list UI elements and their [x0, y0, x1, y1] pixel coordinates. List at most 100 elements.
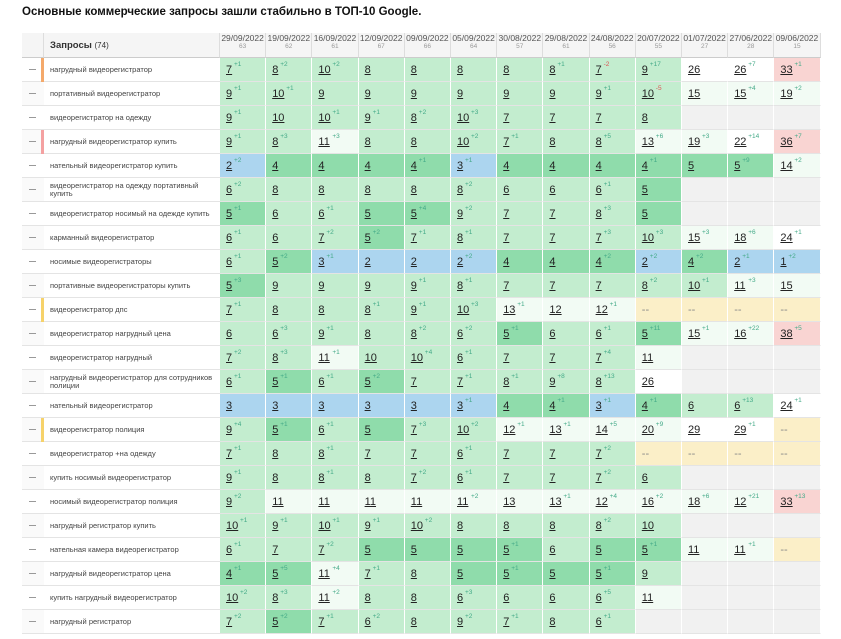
position-value[interactable]: 8 [272, 352, 279, 364]
position-value[interactable]: 8 [272, 304, 279, 316]
position-value[interactable]: 7 [549, 352, 556, 364]
position-value[interactable]: 8 [364, 592, 371, 604]
position-value[interactable]: 7 [595, 472, 602, 484]
position-value[interactable]: 7 [503, 232, 510, 244]
position-value[interactable]: 8 [457, 64, 464, 76]
position-value[interactable]: 7 [595, 352, 602, 364]
position-value[interactable]: 2 [410, 256, 417, 268]
position-value[interactable]: 9 [226, 112, 233, 124]
position-value[interactable]: 7 [549, 448, 556, 460]
position-value[interactable]: 8 [364, 472, 371, 484]
position-value[interactable]: 4 [503, 400, 510, 412]
query-text[interactable]: нагрудный видеорегистратор [44, 58, 220, 82]
position-value[interactable]: 5 [410, 544, 417, 556]
position-value[interactable]: 11 [272, 496, 284, 508]
position-value[interactable]: 24 [780, 232, 793, 244]
position-value[interactable]: 6 [272, 328, 279, 340]
position-value[interactable]: 6 [734, 400, 741, 412]
position-value[interactable]: 5 [272, 376, 279, 388]
position-value[interactable]: 16 [641, 496, 655, 508]
position-value[interactable]: 6 [226, 544, 233, 556]
position-value[interactable]: 5 [503, 568, 510, 580]
position-value[interactable]: 5 [272, 568, 279, 580]
position-value[interactable]: 9 [410, 280, 417, 292]
position-value[interactable]: 5 [457, 568, 464, 580]
position-value[interactable]: 8 [641, 112, 648, 124]
position-value[interactable]: 8 [272, 472, 279, 484]
position-value[interactable]: 26 [734, 64, 747, 76]
position-value[interactable]: 4 [688, 256, 695, 268]
position-value[interactable]: 6 [457, 328, 464, 340]
position-value[interactable]: 2 [226, 160, 233, 172]
position-value[interactable]: 9 [457, 616, 464, 628]
position-value[interactable]: 10 [457, 424, 470, 436]
position-value[interactable]: 4 [226, 568, 233, 580]
position-value[interactable]: 19 [780, 88, 793, 100]
position-value[interactable]: 5 [503, 544, 510, 556]
query-text[interactable]: нагрудный регистратор купить [44, 514, 220, 538]
position-value[interactable]: 13 [549, 424, 562, 436]
position-value[interactable]: 6 [226, 232, 233, 244]
position-value[interactable]: 8 [503, 520, 510, 532]
position-value[interactable]: 9 [226, 88, 233, 100]
position-value[interactable]: 8 [364, 328, 371, 340]
position-value[interactable]: 6 [272, 232, 279, 244]
position-value[interactable]: 6 [226, 256, 233, 268]
position-value[interactable]: 9 [549, 88, 556, 100]
position-value[interactable]: 10 [688, 280, 701, 292]
position-value[interactable]: 13 [641, 136, 655, 148]
position-value[interactable]: 15 [688, 88, 701, 100]
position-value[interactable]: 33 [780, 64, 793, 76]
position-value[interactable]: 11 [457, 496, 469, 508]
position-value[interactable]: 8 [410, 184, 417, 196]
position-value[interactable]: 20 [641, 424, 655, 436]
position-value[interactable]: 9 [410, 88, 417, 100]
position-value[interactable]: 8 [410, 616, 417, 628]
position-value[interactable]: 9 [272, 520, 279, 532]
position-value[interactable]: 12 [549, 304, 562, 316]
position-value[interactable]: 6 [457, 352, 464, 364]
position-value[interactable]: 12 [595, 496, 608, 508]
position-value[interactable]: 8 [457, 520, 464, 532]
position-value[interactable]: 9 [318, 88, 325, 100]
query-text[interactable]: нагрудный видеорегистратор цена [44, 562, 220, 586]
query-text[interactable]: видеорегистратор +на одежду [44, 442, 220, 466]
position-value[interactable]: 6 [226, 184, 233, 196]
position-value[interactable]: 6 [595, 616, 602, 628]
position-value[interactable]: 9 [364, 112, 371, 124]
position-value[interactable]: 10 [641, 88, 655, 100]
position-value[interactable]: 6 [641, 472, 648, 484]
position-value[interactable]: 26 [641, 376, 655, 388]
position-value[interactable]: 8 [595, 520, 602, 532]
query-text[interactable]: видеорегистратор на одежду портативный к… [44, 178, 220, 202]
position-value[interactable]: 9 [641, 64, 648, 76]
position-value[interactable]: 9 [226, 496, 233, 508]
position-value[interactable]: 11 [318, 136, 330, 148]
query-text[interactable]: видеорегистратор нагрудный цена [44, 322, 220, 346]
position-value[interactable]: 9 [410, 304, 417, 316]
position-value[interactable]: 24 [780, 400, 793, 412]
position-value[interactable]: 5 [272, 256, 279, 268]
query-text[interactable]: видеорегистратор дпс [44, 298, 220, 322]
position-value[interactable]: 5 [364, 544, 371, 556]
position-value[interactable]: 5 [641, 328, 648, 340]
position-value[interactable]: 5 [503, 328, 510, 340]
position-value[interactable]: 11 [688, 544, 700, 556]
position-value[interactable]: 5 [641, 544, 648, 556]
position-value[interactable]: 11 [364, 496, 377, 508]
position-value[interactable]: 13 [503, 496, 516, 508]
position-value[interactable]: 15 [780, 280, 793, 292]
position-value[interactable]: 8 [549, 64, 556, 76]
position-value[interactable]: 9 [318, 328, 325, 340]
position-value[interactable]: 8 [410, 64, 417, 76]
position-value[interactable]: 5 [364, 232, 371, 244]
position-value[interactable]: 9 [272, 280, 279, 292]
position-value[interactable]: 9 [226, 424, 233, 436]
position-value[interactable]: 29 [688, 424, 701, 436]
position-value[interactable]: 3 [318, 256, 325, 268]
position-value[interactable]: 6 [318, 376, 325, 388]
position-value[interactable]: 10 [272, 112, 285, 124]
position-value[interactable]: 6 [549, 544, 556, 556]
position-value[interactable]: 7 [595, 64, 602, 76]
position-value[interactable]: 3 [457, 400, 464, 412]
